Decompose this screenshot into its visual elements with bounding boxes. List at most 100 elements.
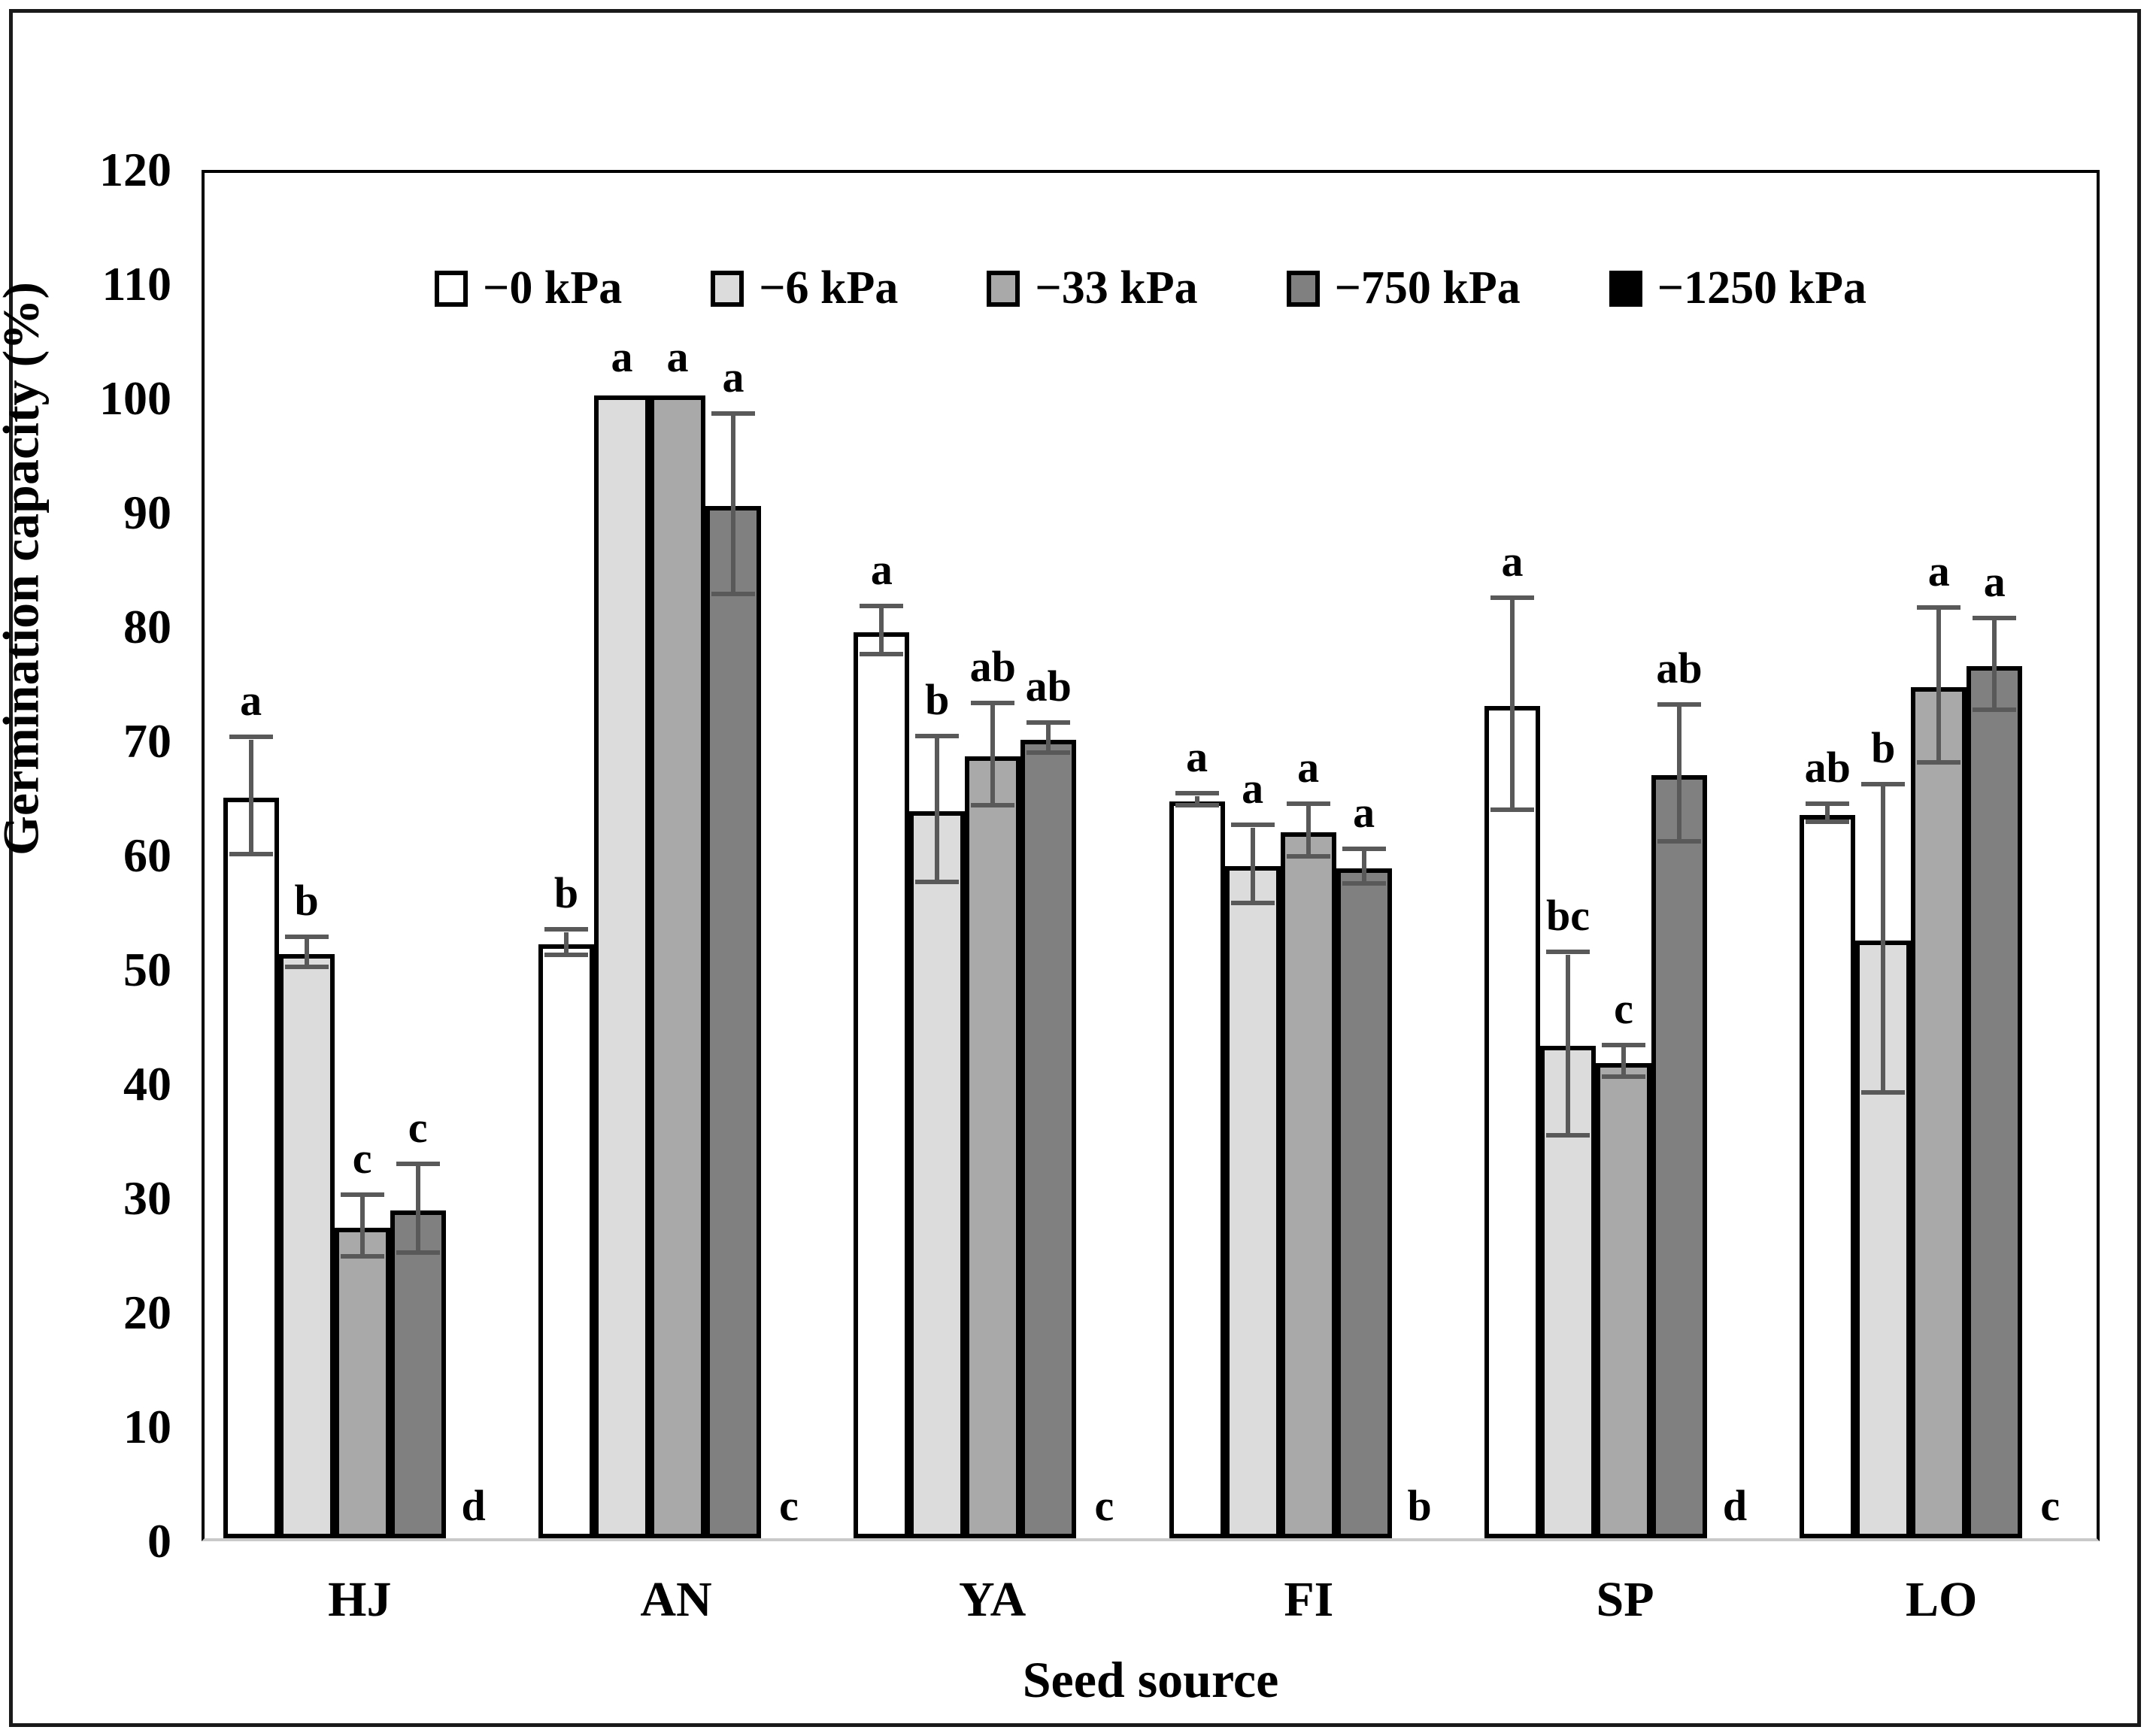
x-axis-title: Seed source — [1022, 1651, 1279, 1708]
bar-slot: a — [1336, 173, 1392, 1538]
bar-slot: a — [1169, 173, 1225, 1538]
error-bar — [1305, 806, 1311, 859]
y-tick-label: 120 — [99, 143, 171, 196]
x-category-label-lo: LO — [1906, 1572, 1978, 1627]
significance-letter: a — [611, 332, 633, 381]
y-axis-title: Germination capacity (%) — [0, 282, 50, 856]
legend-label: −33 kPa — [1035, 262, 1198, 314]
significance-letter: a — [1186, 732, 1208, 781]
error-bar — [304, 939, 309, 969]
legend-item: −6 kPa — [711, 262, 898, 315]
error-bar-cap-bottom — [229, 852, 273, 856]
bar — [278, 954, 335, 1538]
significance-letter: a — [870, 545, 893, 594]
error-bar-cap-top — [1230, 823, 1275, 827]
bar — [538, 944, 594, 1538]
error-bar — [1936, 609, 1942, 765]
significance-letter: c — [1614, 984, 1633, 1033]
error-bar — [730, 416, 735, 596]
bar-slot: b — [278, 173, 335, 1538]
error-bar-cap-top — [711, 411, 755, 416]
significance-letter: c — [779, 1481, 799, 1530]
bar-slot: a — [1484, 173, 1540, 1538]
bar — [1336, 868, 1392, 1538]
significance-letter: ab — [1656, 644, 1703, 692]
significance-letter: a — [1297, 743, 1320, 792]
significance-letter: c — [2040, 1481, 2061, 1530]
error-bar-cap-bottom — [1657, 839, 1701, 844]
error-bar-cap-bottom — [1490, 807, 1534, 812]
error-bar-cap-bottom — [1026, 750, 1071, 755]
legend-item: −1250 kPa — [1609, 262, 1866, 315]
error-bar-cap-bottom — [396, 1250, 440, 1255]
bar — [334, 1228, 390, 1538]
y-tick-label: 110 — [102, 257, 171, 311]
bar — [909, 811, 966, 1538]
x-category-label-an: AN — [640, 1572, 712, 1627]
bar — [1911, 687, 1967, 1538]
bar-group-sp: a bc c ab d — [1466, 173, 1781, 1538]
legend: −0 kPa −6 kPa −33 kPa −750 kPa −1250 kPa — [205, 262, 2097, 315]
x-axis-category-labels: HJ AN YA FI SP LO — [202, 1571, 2100, 1628]
error-bar-cap-bottom — [1545, 1133, 1590, 1138]
bar — [1651, 775, 1707, 1538]
error-bar — [1676, 707, 1681, 844]
significance-letter: ab — [969, 642, 1016, 691]
error-bar-cap-bottom — [1806, 820, 1850, 824]
error-bar-cap-top — [915, 734, 960, 738]
significance-letter: b — [1407, 1481, 1432, 1530]
bar-slot: c — [334, 173, 390, 1538]
error-bar-cap-top — [1490, 595, 1534, 600]
x-category-label-fi: FI — [1284, 1572, 1334, 1627]
error-bar-cap-bottom — [1861, 1090, 1906, 1095]
error-bar-cap-top — [1861, 782, 1906, 786]
significance-letter: d — [1722, 1481, 1748, 1530]
bar-slot: ab — [1800, 173, 1856, 1538]
error-bar — [1992, 620, 1997, 712]
significance-letter: a — [1353, 788, 1375, 837]
error-bar-cap-bottom — [340, 1254, 384, 1259]
bar-cluster: a b ab ab c — [854, 173, 1132, 1538]
bar — [854, 632, 910, 1538]
legend-label: −1250 kPa — [1657, 262, 1866, 314]
legend-swatch — [435, 270, 469, 307]
significance-letter: a — [1242, 764, 1264, 813]
significance-letter: b — [925, 675, 950, 724]
error-bar-cap-top — [1026, 720, 1071, 725]
error-bar-cap-top — [971, 701, 1015, 705]
significance-letter: d — [461, 1481, 486, 1530]
bar-slot: ab — [1020, 173, 1077, 1538]
legend-label: −6 kPa — [759, 262, 899, 314]
bar-slot: d — [446, 173, 502, 1538]
bar-slot: b — [1855, 173, 1912, 1538]
bar — [1020, 740, 1077, 1538]
significance-letter: ab — [1804, 743, 1851, 792]
error-bar-cap-top — [1806, 801, 1850, 806]
bar — [1169, 801, 1225, 1538]
y-tick-label: 40 — [123, 1057, 171, 1110]
bar-slot: c — [1076, 173, 1132, 1538]
error-bar — [1046, 725, 1051, 755]
y-axis: 0 10 20 30 40 50 60 70 80 90 100 110 120 — [0, 0, 202, 1736]
error-bar — [1825, 806, 1830, 824]
legend-swatch — [987, 270, 1020, 307]
bar-groups: a b c c d b a a a c a b ab ab c a a a a b a bc c ab d ab b a a c — [205, 173, 2097, 1538]
error-bar-cap-bottom — [711, 592, 755, 596]
significance-letter: a — [240, 676, 262, 725]
error-bar-cap-top — [1601, 1043, 1645, 1047]
significance-letter: c — [352, 1134, 372, 1183]
y-tick-label: 70 — [123, 714, 171, 768]
x-category-label-sp: SP — [1596, 1572, 1654, 1627]
bar-slot: b — [538, 173, 594, 1538]
bar-slot: a — [1911, 173, 1967, 1538]
y-tick-label: 90 — [123, 486, 171, 539]
error-bar-cap-bottom — [1342, 881, 1386, 886]
y-tick-label: 100 — [99, 371, 171, 425]
bar-group-ya: a b ab ab c — [835, 173, 1151, 1538]
error-bar-cap-bottom — [1230, 901, 1275, 905]
